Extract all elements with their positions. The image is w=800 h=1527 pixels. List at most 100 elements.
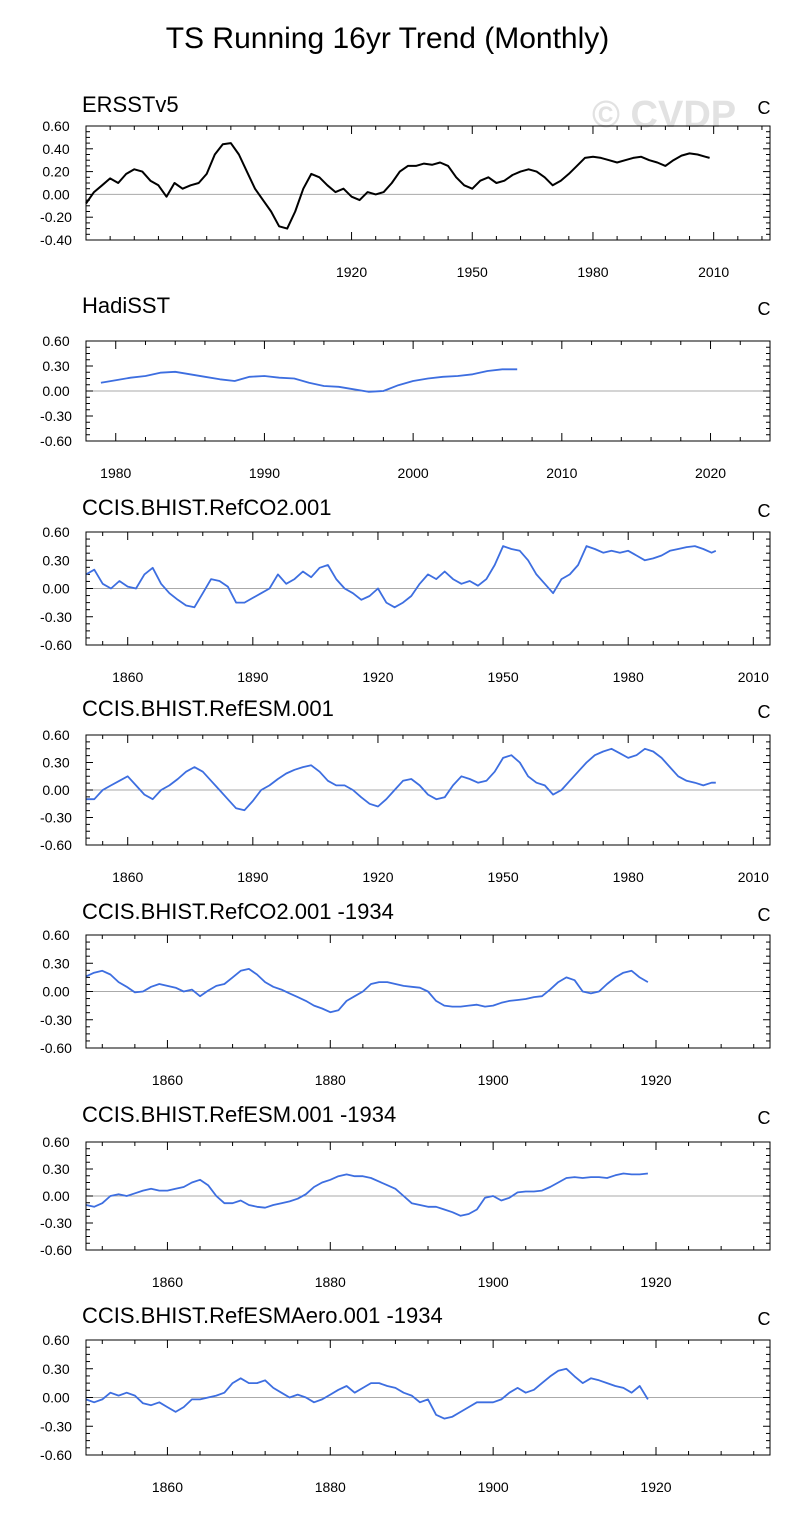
y-tick-label: 0.00 bbox=[42, 581, 69, 597]
y-tick-label: -0.60 bbox=[40, 837, 72, 853]
y-tick-label: -0.60 bbox=[40, 637, 72, 653]
x-tick-label: 1920 bbox=[640, 1479, 671, 1495]
x-tick-label: 1950 bbox=[487, 669, 518, 685]
series-line bbox=[85, 1367, 649, 1420]
y-tick-label: 0.60 bbox=[42, 727, 69, 743]
x-tick-label: 1880 bbox=[315, 1479, 346, 1495]
x-tick-label: 1920 bbox=[640, 1274, 671, 1290]
x-tick-label: 1990 bbox=[249, 465, 280, 481]
panel-title: HadiSST bbox=[82, 293, 170, 318]
x-tick-label: 2010 bbox=[546, 465, 577, 481]
x-tick-label: 1920 bbox=[362, 869, 393, 885]
y-tick-label: -0.30 bbox=[40, 1418, 72, 1434]
y-tick-label: 0.30 bbox=[42, 755, 69, 771]
chart-panel: CCIS.BHIST.RefCO2.001 -1934 C -0.60 -0.30 0.… bbox=[40, 899, 771, 1088]
panel-title: ERSSTv5 bbox=[82, 92, 179, 117]
x-tick-label: 1880 bbox=[315, 1072, 346, 1088]
y-tick-label: 0.60 bbox=[42, 927, 69, 943]
y-tick-label: 0.00 bbox=[42, 1390, 69, 1406]
panel-title: CCIS.BHIST.RefCO2.001 -1934 bbox=[82, 899, 394, 924]
x-tick-label: 1950 bbox=[487, 869, 518, 885]
series-line bbox=[85, 968, 649, 1014]
plot-frame bbox=[85, 734, 771, 846]
cvdp-watermark: © CVDP bbox=[592, 94, 737, 136]
y-tick-label: -0.60 bbox=[40, 1447, 72, 1463]
x-tick-label: 1900 bbox=[478, 1274, 509, 1290]
units-label: C bbox=[758, 702, 771, 722]
x-tick-label: 2010 bbox=[738, 869, 769, 885]
series-line bbox=[85, 142, 710, 230]
chart-panel: ERSSTv5 C -0.40 -0.20 0.00 0.20 0.40 0.60 1920 19… bbox=[40, 92, 771, 280]
x-tick-label: 1900 bbox=[478, 1479, 509, 1495]
y-tick-label: 0.00 bbox=[42, 1188, 69, 1204]
chart-panel: CCIS.BHIST.RefESM.001 -1934 C -0.60 -0.30 0.… bbox=[40, 1102, 771, 1290]
x-tick-label: 1860 bbox=[152, 1479, 183, 1495]
y-tick-label: -0.60 bbox=[40, 1040, 72, 1056]
chart-panel: HadiSST C -0.60 -0.30 0.00 0.30 0.60 1980 1990 20… bbox=[40, 293, 771, 481]
panel-title: CCIS.BHIST.RefESMAero.001 -1934 bbox=[82, 1303, 443, 1328]
series-line bbox=[86, 747, 716, 812]
y-tick-label: 0.00 bbox=[42, 984, 69, 1000]
x-tick-label: 1900 bbox=[478, 1072, 509, 1088]
x-tick-label: 2020 bbox=[695, 465, 726, 481]
y-tick-label: -0.40 bbox=[40, 232, 72, 248]
x-tick-label: 2010 bbox=[738, 669, 769, 685]
y-tick-label: -0.60 bbox=[40, 1242, 72, 1258]
y-tick-label: 0.00 bbox=[42, 782, 69, 798]
y-tick-label: -0.20 bbox=[40, 209, 72, 225]
chart-panel: CCIS.BHIST.RefESMAero.001 -1934 C -0.60 -0.… bbox=[40, 1303, 771, 1495]
plot-frame bbox=[85, 340, 771, 442]
x-tick-label: 1890 bbox=[237, 669, 268, 685]
x-tick-label: 1920 bbox=[640, 1072, 671, 1088]
x-tick-label: 1860 bbox=[152, 1274, 183, 1290]
x-tick-label: 1950 bbox=[457, 264, 488, 280]
units-label: C bbox=[758, 98, 771, 118]
panel-title: CCIS.BHIST.RefCO2.001 bbox=[82, 495, 331, 520]
series-line bbox=[85, 545, 717, 609]
y-tick-label: 0.40 bbox=[42, 141, 69, 157]
y-tick-label: 0.30 bbox=[42, 955, 69, 971]
units-label: C bbox=[758, 299, 771, 319]
series-line bbox=[85, 1172, 648, 1217]
y-tick-label: 0.00 bbox=[42, 383, 69, 399]
x-tick-label: 1890 bbox=[237, 869, 268, 885]
x-tick-label: 1860 bbox=[152, 1072, 183, 1088]
y-tick-label: -0.30 bbox=[40, 1012, 72, 1028]
y-tick-label: 0.60 bbox=[42, 524, 69, 540]
x-tick-label: 1920 bbox=[336, 264, 367, 280]
plot-frame bbox=[85, 531, 771, 646]
x-tick-label: 1980 bbox=[577, 264, 608, 280]
y-tick-label: -0.30 bbox=[40, 408, 72, 424]
units-label: C bbox=[758, 1309, 771, 1329]
x-tick-label: 2000 bbox=[398, 465, 429, 481]
x-tick-label: 1860 bbox=[112, 669, 143, 685]
units-label: C bbox=[758, 501, 771, 521]
plot-frame bbox=[85, 1141, 771, 1251]
y-tick-label: 0.60 bbox=[42, 1332, 69, 1348]
series-line bbox=[100, 368, 518, 393]
plot-frame bbox=[85, 934, 771, 1049]
x-tick-label: 1860 bbox=[112, 869, 143, 885]
y-tick-label: -0.60 bbox=[40, 433, 72, 449]
y-tick-label: -0.30 bbox=[40, 810, 72, 826]
chart-panel: CCIS.BHIST.RefESM.001 C -0.60 -0.30 0.00 0.30… bbox=[40, 696, 771, 885]
plot-frame bbox=[85, 125, 771, 241]
chart-panel: CCIS.BHIST.RefCO2.001 C -0.60 -0.30 0.00 0.30… bbox=[40, 495, 771, 685]
x-tick-label: 1980 bbox=[100, 465, 131, 481]
y-tick-label: 0.30 bbox=[42, 1361, 69, 1377]
x-tick-label: 1880 bbox=[315, 1274, 346, 1290]
x-tick-label: 1980 bbox=[613, 869, 644, 885]
y-tick-label: 0.60 bbox=[42, 118, 69, 134]
y-tick-label: -0.30 bbox=[40, 1215, 72, 1231]
y-tick-label: 0.30 bbox=[42, 1161, 69, 1177]
y-tick-label: 0.20 bbox=[42, 164, 69, 180]
x-tick-label: 2010 bbox=[698, 264, 729, 280]
x-tick-label: 1920 bbox=[362, 669, 393, 685]
units-label: C bbox=[758, 1108, 771, 1128]
y-tick-label: 0.60 bbox=[42, 333, 69, 349]
panel-title: CCIS.BHIST.RefESM.001 bbox=[82, 696, 334, 721]
y-tick-label: 0.30 bbox=[42, 552, 69, 568]
panel-title: CCIS.BHIST.RefESM.001 -1934 bbox=[82, 1102, 396, 1127]
y-tick-label: 0.00 bbox=[42, 186, 69, 202]
